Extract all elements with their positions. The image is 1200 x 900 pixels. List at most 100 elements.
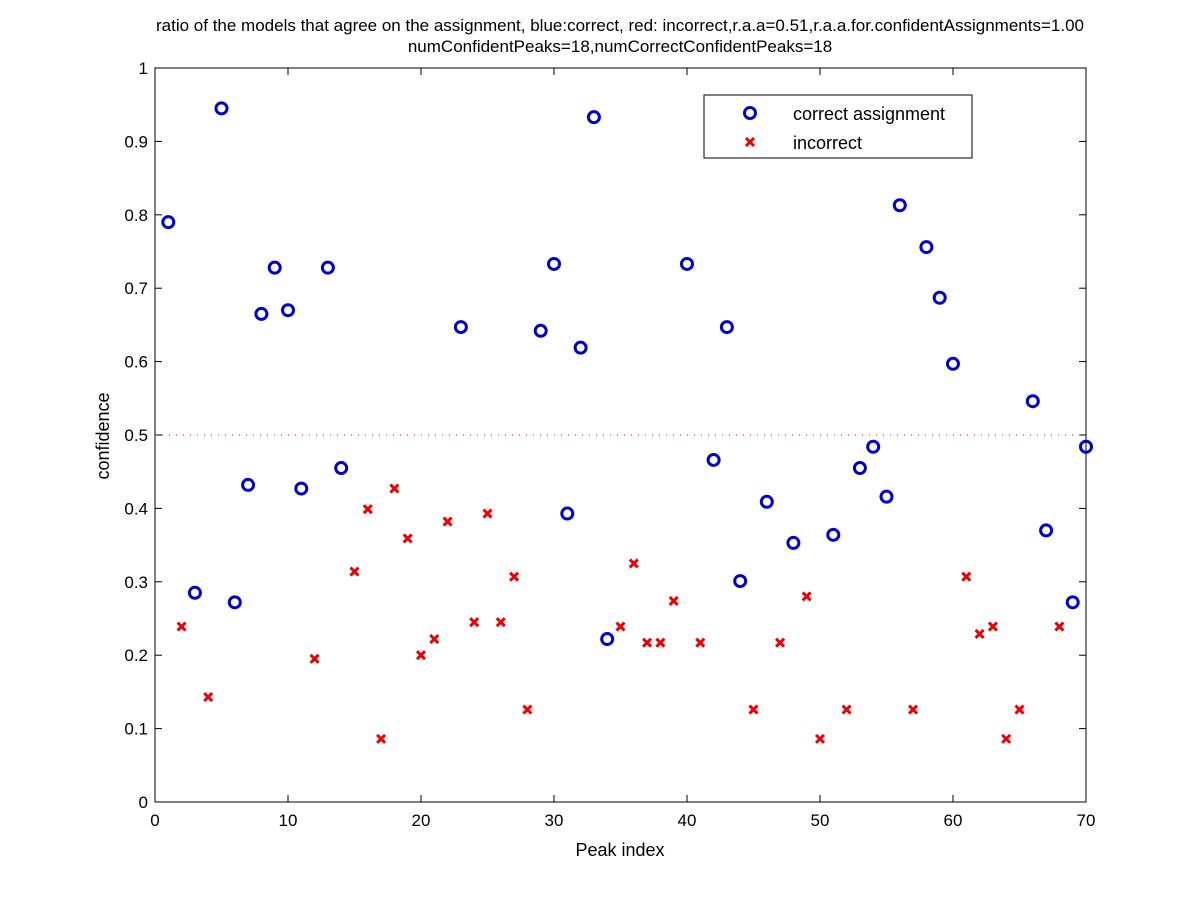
correct-point bbox=[320, 260, 335, 275]
incorrect-point bbox=[814, 733, 826, 744]
correct-point bbox=[334, 461, 349, 476]
incorrect-point bbox=[495, 617, 506, 628]
incorrect-point bbox=[442, 516, 453, 527]
incorrect-point bbox=[522, 704, 533, 715]
incorrect-point bbox=[748, 704, 759, 715]
incorrect-point bbox=[469, 617, 480, 628]
legend-incorrect-label: incorrect bbox=[793, 133, 862, 153]
incorrect-point bbox=[642, 637, 653, 648]
incorrect-point bbox=[309, 653, 320, 664]
correct-point bbox=[786, 535, 801, 550]
incorrect-point bbox=[429, 633, 440, 645]
correct-point bbox=[826, 527, 841, 542]
incorrect-point bbox=[655, 637, 666, 648]
incorrect-point bbox=[389, 483, 400, 494]
incorrect-point bbox=[628, 558, 639, 569]
y-tick-label: 0 bbox=[139, 793, 148, 812]
correct-point bbox=[852, 461, 867, 476]
chart-title-line-1: ratio of the models that agree on the as… bbox=[156, 16, 1084, 35]
data-points bbox=[161, 101, 1093, 744]
incorrect-point bbox=[961, 571, 972, 582]
legend-correct-label: correct assignment bbox=[793, 104, 945, 124]
correct-point bbox=[294, 481, 309, 496]
y-tick-label: 0.9 bbox=[124, 132, 148, 151]
correct-point bbox=[573, 340, 588, 355]
plot-area bbox=[154, 67, 1087, 803]
axis-ticks: 0 10 20 30 40 50 60 70 0 0.1 0.2 0.3 0.4 0.5 0.6 0.7 0.8… bbox=[124, 59, 1095, 830]
correct-point bbox=[241, 477, 256, 492]
incorrect-point bbox=[974, 628, 985, 639]
x-tick-label: 40 bbox=[678, 811, 697, 830]
incorrect-point bbox=[987, 621, 998, 632]
legend-incorrect-marker bbox=[744, 136, 756, 148]
y-tick-label: 0.8 bbox=[124, 206, 148, 225]
correct-point bbox=[187, 585, 202, 600]
x-tick-label: 30 bbox=[545, 811, 564, 830]
x-tick-label: 0 bbox=[150, 811, 159, 830]
incorrect-point bbox=[908, 704, 919, 715]
incorrect-point bbox=[402, 533, 413, 544]
x-tick-label: 60 bbox=[944, 811, 963, 830]
incorrect-point bbox=[801, 591, 812, 602]
incorrect-point bbox=[1054, 621, 1065, 632]
x-tick-label: 50 bbox=[811, 811, 830, 830]
y-tick-label: 1 bbox=[139, 59, 148, 78]
correct-point bbox=[533, 323, 548, 338]
incorrect-point bbox=[615, 621, 626, 632]
correct-point bbox=[919, 240, 934, 255]
correct-point bbox=[1079, 439, 1093, 454]
correct-point bbox=[254, 306, 269, 321]
incorrect-point bbox=[349, 566, 360, 577]
correct-point bbox=[946, 356, 960, 371]
incorrect-point bbox=[376, 733, 387, 744]
correct-point bbox=[879, 489, 894, 504]
correct-point bbox=[706, 452, 721, 467]
x-tick-label: 10 bbox=[279, 811, 298, 830]
y-tick-label: 0.7 bbox=[124, 279, 148, 298]
correct-point bbox=[866, 439, 881, 454]
y-tick-label: 0.2 bbox=[124, 646, 148, 665]
incorrect-point bbox=[775, 637, 786, 648]
correct-point bbox=[932, 290, 947, 305]
y-tick-label: 0.5 bbox=[124, 426, 148, 445]
incorrect-point bbox=[1001, 733, 1012, 744]
correct-point bbox=[547, 256, 561, 271]
x-tick-label: 20 bbox=[412, 811, 431, 830]
correct-point bbox=[453, 320, 468, 335]
correct-point bbox=[281, 303, 295, 318]
incorrect-point bbox=[1014, 704, 1025, 715]
x-axis-label: Peak index bbox=[575, 840, 664, 860]
correct-point bbox=[214, 101, 229, 116]
correct-point bbox=[759, 494, 774, 509]
correct-point bbox=[1025, 394, 1040, 409]
correct-point bbox=[733, 574, 748, 589]
incorrect-point bbox=[668, 595, 679, 606]
incorrect-point bbox=[362, 504, 373, 515]
legend: correct assignment incorrect bbox=[703, 94, 973, 159]
correct-point bbox=[267, 260, 282, 275]
correct-point bbox=[719, 320, 734, 335]
correct-point bbox=[1039, 523, 1054, 538]
incorrect-point bbox=[695, 637, 706, 648]
chart-title-line-2: numConfidentPeaks=18,numCorrectConfident… bbox=[408, 37, 832, 56]
legend-correct-marker bbox=[743, 106, 757, 120]
incorrect-point bbox=[203, 691, 214, 703]
incorrect-point bbox=[415, 650, 427, 661]
correct-point bbox=[680, 256, 694, 271]
y-axis-label: confidence bbox=[93, 392, 113, 479]
correct-point bbox=[586, 110, 601, 125]
incorrect-point bbox=[176, 621, 187, 632]
legend-box bbox=[703, 94, 973, 159]
y-tick-label: 0.3 bbox=[124, 573, 148, 592]
correct-point bbox=[560, 506, 575, 521]
incorrect-point bbox=[841, 704, 852, 715]
correct-point bbox=[892, 198, 907, 213]
incorrect-point bbox=[509, 571, 520, 582]
y-tick-label: 0.1 bbox=[124, 720, 148, 739]
correct-point bbox=[1065, 595, 1080, 610]
correct-point bbox=[227, 595, 242, 610]
correct-point bbox=[600, 632, 615, 647]
x-tick-label: 70 bbox=[1077, 811, 1096, 830]
y-tick-label: 0.4 bbox=[124, 499, 148, 518]
